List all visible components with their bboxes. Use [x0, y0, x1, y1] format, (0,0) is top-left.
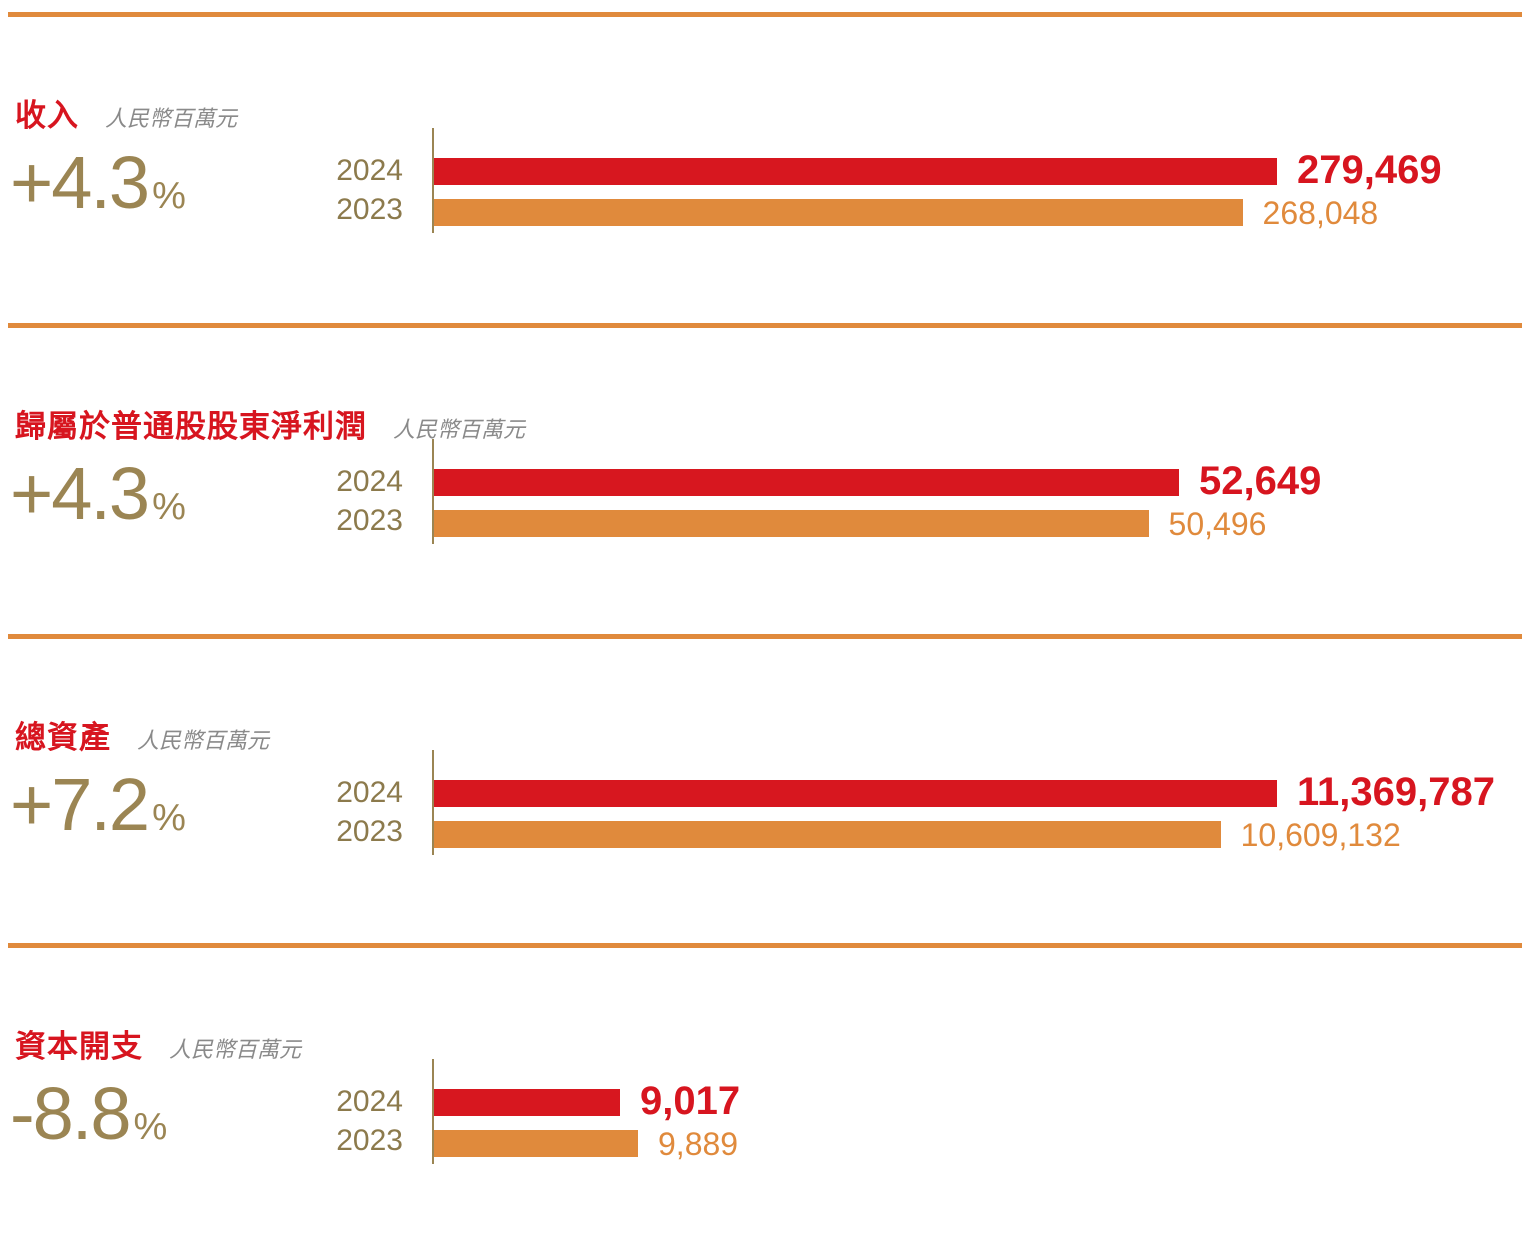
growth-rate: -8.8% [10, 1071, 167, 1156]
section-divider [8, 323, 1522, 328]
growth-rate: +4.3% [10, 140, 186, 225]
value-label-2023: 10,609,132 [1240, 817, 1401, 853]
metric-panel: 歸屬於普通股股東淨利潤 人民幣百萬元 +4.3% 2024 2023 52,649 50,4… [0, 311, 1539, 622]
growth-percent-sign: % [152, 175, 186, 217]
metric-title: 歸屬於普通股股東淨利潤 [15, 409, 367, 445]
growth-rate: +4.3% [10, 451, 186, 536]
bar-2024 [434, 158, 1277, 185]
bar-2024 [434, 469, 1179, 496]
year-label-2024: 2024 [336, 465, 403, 498]
growth-value: +7.2 [10, 763, 150, 846]
metric-unit: 人民幣百萬元 [137, 729, 270, 754]
value-label-2024: 279,469 [1297, 148, 1442, 192]
bar-2023 [434, 510, 1149, 537]
metric-panel: 收入 人民幣百萬元 +4.3% 2024 2023 279,469 268,048 [0, 0, 1539, 311]
growth-value: -8.8 [10, 1072, 132, 1155]
growth-rate: +7.2% [10, 762, 186, 847]
metric-header: 歸屬於普通股股東淨利潤 人民幣百萬元 [15, 401, 525, 446]
bar-2023 [434, 1130, 638, 1157]
growth-value: +4.3 [10, 141, 150, 224]
bar-axis-line [432, 750, 434, 855]
bar-axis-line [432, 128, 434, 233]
metric-header: 資本開支 人民幣百萬元 [15, 1021, 301, 1066]
growth-percent-sign: % [133, 1106, 168, 1148]
year-label-2024: 2024 [336, 776, 403, 809]
section-divider [8, 12, 1522, 17]
bar-2023 [434, 199, 1243, 226]
growth-value: +4.3 [10, 452, 150, 535]
growth-percent-sign: % [152, 797, 186, 839]
section-divider [8, 943, 1522, 948]
metric-unit: 人民幣百萬元 [393, 418, 526, 443]
value-label-2024: 11,369,787 [1297, 770, 1495, 814]
value-label-2023: 50,496 [1168, 506, 1267, 542]
value-label-2024: 9,017 [640, 1079, 741, 1123]
bar-2024 [434, 780, 1277, 807]
section-divider [8, 634, 1522, 639]
metric-header: 總資產 人民幣百萬元 [15, 712, 269, 757]
year-label-2023: 2023 [336, 815, 403, 848]
year-label-2024: 2024 [336, 1085, 403, 1118]
metric-header: 收入 人民幣百萬元 [15, 90, 237, 135]
bar-axis-line [432, 1059, 434, 1164]
year-label-2023: 2023 [336, 1124, 403, 1157]
year-label-2024: 2024 [336, 154, 403, 187]
metric-unit: 人民幣百萬元 [169, 1038, 302, 1063]
year-label-2023: 2023 [336, 504, 403, 537]
value-label-2023: 9,889 [658, 1126, 739, 1162]
bar-axis-line [432, 439, 434, 544]
growth-percent-sign: % [152, 486, 186, 528]
metric-unit: 人民幣百萬元 [105, 107, 238, 132]
metric-panel: 資本開支 人民幣百萬元 -8.8% 2024 2023 9,017 9,889 [0, 931, 1539, 1242]
metric-panel: 總資產 人民幣百萬元 +7.2% 2024 2023 11,369,787 10,609,1… [0, 622, 1539, 933]
value-label-2024: 52,649 [1199, 459, 1322, 503]
metric-title: 總資產 [15, 720, 111, 756]
bar-2024 [434, 1089, 620, 1116]
metric-title: 資本開支 [15, 1029, 143, 1065]
metric-title: 收入 [15, 98, 79, 134]
bar-2023 [434, 821, 1221, 848]
value-label-2023: 268,048 [1262, 195, 1379, 231]
year-label-2023: 2023 [336, 193, 403, 226]
